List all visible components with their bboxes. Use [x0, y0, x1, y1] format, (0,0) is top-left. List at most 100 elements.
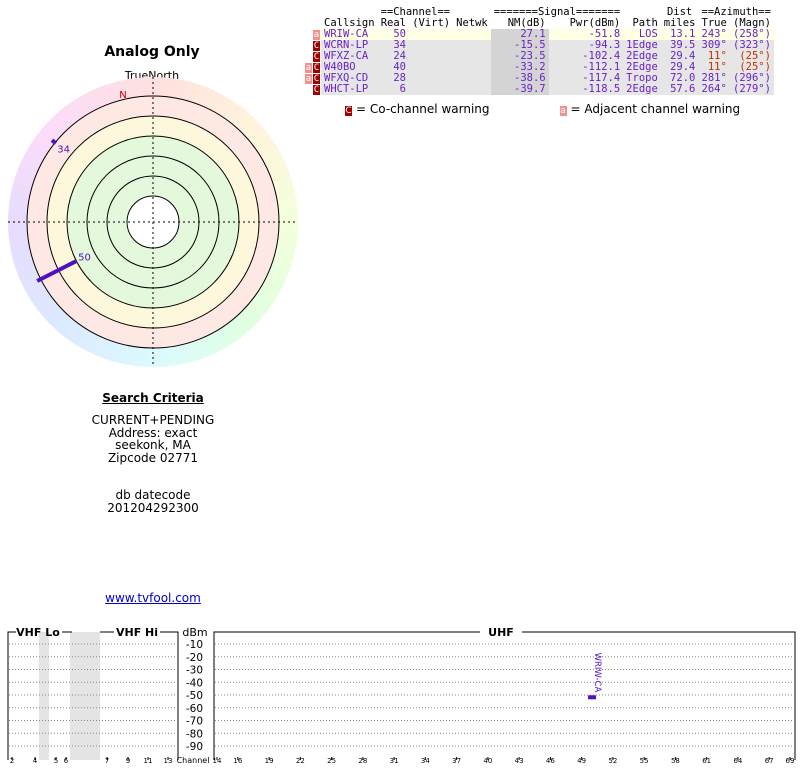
- station-marker: [36, 259, 77, 283]
- station-row: C WFXZ-CA 24 -23.5 -102.4 2Edge 29.4 11° (25°): [305, 51, 774, 62]
- spacer: [305, 7, 321, 18]
- column-header: miles: [663, 17, 696, 29]
- legend-text: = Adjacent channel warning: [570, 102, 741, 116]
- warning-icon: C: [313, 41, 320, 51]
- azimuth-magn: (258°): [729, 29, 774, 40]
- column-header: NM(dB): [507, 17, 546, 29]
- station-row: a WRIW-CA 50 27.1 -51.8 LOS 13.1 243° (258°): [305, 29, 774, 40]
- x-tick-label: 2: [10, 757, 14, 765]
- power: -112.1: [548, 62, 624, 73]
- db-line: 201204292300: [107, 500, 199, 515]
- power: -117.4: [548, 73, 624, 84]
- uhf-frame: [213, 631, 796, 760]
- warning-icon: C: [313, 63, 320, 73]
- power: -94.3: [548, 40, 624, 51]
- column-header: Path: [632, 17, 658, 29]
- column-header: (Virt): [412, 17, 451, 29]
- column-header: Real: [380, 17, 406, 29]
- power: -102.4: [548, 51, 624, 62]
- x-tick-label: 34: [421, 757, 430, 765]
- path: LOS: [623, 29, 661, 40]
- callsign: WHCT-LP: [321, 84, 378, 95]
- flags: a: [305, 29, 321, 40]
- y-tick-label: -80: [186, 728, 203, 740]
- network: [453, 73, 491, 84]
- nm: -33.2: [490, 62, 549, 73]
- azimuth-true: 264°: [698, 84, 730, 95]
- virt: [409, 29, 454, 40]
- nm: -39.7: [490, 84, 549, 95]
- real-channel: 34: [377, 40, 409, 51]
- virt: [409, 51, 454, 62]
- path: 2Edge: [623, 62, 661, 73]
- db-line: db datecode: [115, 488, 191, 502]
- callsign: WFXQ-CD: [321, 73, 378, 84]
- distance: 29.4: [660, 62, 699, 73]
- search-line: Address: exact: [108, 425, 198, 440]
- network: [453, 51, 491, 62]
- azimuth-magn: (323°): [729, 40, 774, 51]
- legend-text: = Co-channel warning: [356, 102, 490, 116]
- x-tick-label: 64: [733, 757, 742, 765]
- vhf-hi-label: VHF Hi: [116, 626, 158, 639]
- x-tick-label: 31: [390, 757, 399, 765]
- station-label: 50: [78, 252, 91, 263]
- x-tick-label: 16: [233, 757, 242, 765]
- title: Analog Only: [104, 44, 199, 60]
- virt: [409, 84, 454, 95]
- header-row: ==Channel== =======Signal======= Dist ==Azi…: [305, 7, 774, 18]
- warning-icon: a: [313, 30, 320, 40]
- x-tick-label: 22: [296, 757, 305, 765]
- y-tick-label: -20: [186, 652, 203, 664]
- real-channel: 50: [377, 29, 409, 40]
- station-row: a C WFXQ-CD 28 -38.6 -117.4 Tropo 72.0 281° (296°…: [305, 73, 774, 84]
- group-header: Dist: [666, 6, 693, 18]
- column-header: True: [701, 17, 727, 29]
- x-axis-label: Channel: [177, 756, 210, 765]
- real-channel: 6: [377, 84, 409, 95]
- nm: 27.1: [490, 29, 549, 40]
- y-tick-label: -30: [186, 665, 203, 677]
- x-tick-label: 28: [358, 757, 367, 765]
- station-row: a C W40BO 40 -33.2 -112.1 2Edge 29.4 11° (25°): [305, 62, 774, 73]
- azimuth-magn: (279°): [729, 84, 774, 95]
- x-tick-label: 40: [483, 757, 492, 765]
- column-header: Netwk: [456, 17, 488, 29]
- warning-icon: a: [305, 74, 312, 84]
- search-line: Zipcode 02771: [107, 450, 199, 465]
- distance: 39.5: [660, 40, 699, 51]
- nm: -23.5: [490, 51, 549, 62]
- vhf-frame: [7, 631, 179, 760]
- x-tick-label: 4: [33, 757, 38, 765]
- search-heading: Search Criteria: [102, 391, 204, 405]
- x-tick-label: 13: [164, 757, 173, 765]
- x-tick-label: 52: [608, 757, 617, 765]
- station-label: WRIW-CA: [592, 653, 602, 693]
- db-datecode: db datecode 201204292300: [3, 489, 303, 514]
- warning-icon: a: [305, 63, 312, 73]
- link[interactable]: www.tvfool.com: [105, 591, 201, 605]
- search-criteria: CURRENT+PENDING Address: exact seekonk, MA…: [3, 414, 303, 464]
- distance: 29.4: [660, 51, 699, 62]
- station-row: C WHCT-LP 6 -39.7 -118.5 2Edge 57.6 264° (279°): [305, 84, 774, 95]
- y-tick-label: -10: [186, 639, 203, 651]
- virt: [409, 62, 454, 73]
- virt: [409, 73, 454, 84]
- column-header: Pwr(dBm): [569, 17, 621, 29]
- x-tick-label: 7: [105, 757, 109, 765]
- x-tick-label: 5: [54, 757, 58, 765]
- x-tick-label: 58: [671, 757, 680, 765]
- north-label: N: [119, 90, 126, 101]
- network: [453, 84, 491, 95]
- group-header: =======Signal=======: [493, 6, 621, 18]
- x-tick-label: 11: [144, 757, 153, 765]
- azimuth-true: 243°: [698, 29, 730, 40]
- legend-item: C = Co-channel warning: [345, 102, 490, 116]
- callsign: WRIW-CA: [321, 29, 378, 40]
- callsign: WFXZ-CA: [321, 51, 378, 62]
- distance: 13.1: [660, 29, 699, 40]
- uhf-label: UHF: [488, 626, 514, 639]
- azimuth-magn: (25°): [729, 62, 774, 73]
- band-gap: [39, 632, 49, 760]
